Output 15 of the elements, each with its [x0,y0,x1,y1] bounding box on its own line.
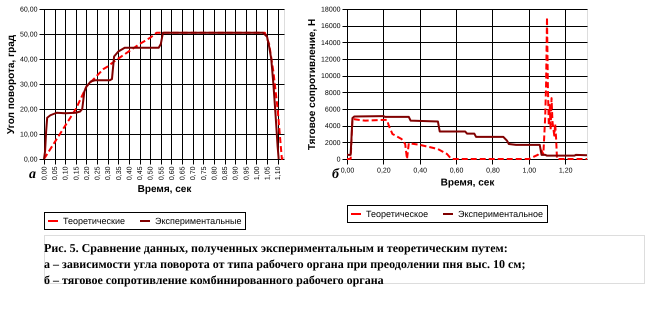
legend-label: Экспериментальное [458,209,544,219]
text: а – зависимости угла поворота от типа рабочего органа при преодолении пня выс. 10 см; [44,257,526,271]
y-axis-title: Тяговое сопротивление, Н [307,18,318,150]
text: Рис. 5. Сравнение данных, полученных экспериментальным и теоретическим путем: [44,241,508,255]
legend-label: Экспериментальные [155,216,242,226]
text: б [332,167,340,182]
legend-label: Теоретическое [366,209,428,219]
line-series [346,115,588,157]
text: б – тяговое сопротивление комбинированного рабочего органа [44,273,384,287]
text: а [29,167,36,182]
line-series [346,16,588,160]
x-axis-title: Время, сек [440,178,496,188]
x-axis-title: Время, сек [138,184,192,196]
y-axis-title: Угол поворота, град [6,34,17,134]
legend-label: Теоретические [63,216,126,226]
